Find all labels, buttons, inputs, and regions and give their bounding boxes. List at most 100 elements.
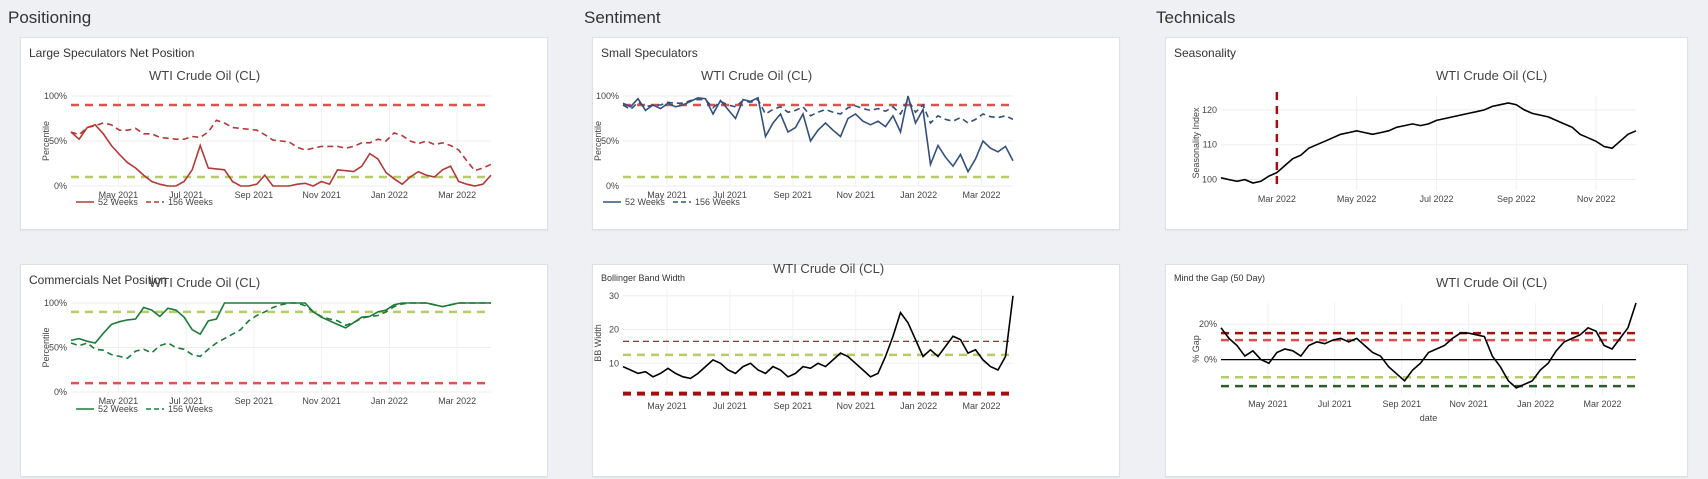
x-tick-label: May 2021 <box>647 401 687 411</box>
y-tick-label: 0% <box>54 181 67 191</box>
y-tick-label: 20 <box>609 325 619 335</box>
series-line <box>70 123 492 187</box>
x-tick-label: Jul 2022 <box>1419 194 1453 204</box>
y-tick-label: 120 <box>1202 105 1217 115</box>
x-tick-label: May 2021 <box>1248 399 1288 409</box>
y-tick-label: 100% <box>44 298 67 308</box>
plot-title: WTI Crude Oil (CL) <box>149 275 260 290</box>
section-title-technicals: Technicals <box>1156 8 1236 27</box>
x-tick-label: Sep 2021 <box>774 190 813 200</box>
y-tick-label: 50% <box>49 343 67 353</box>
plot-title: WTI Crude Oil (CL) <box>149 68 260 83</box>
x-tick-label: Jul 2021 <box>169 396 203 406</box>
legend-label: 52 Weeks <box>98 404 138 414</box>
x-tick-label: Sep 2021 <box>1382 399 1421 409</box>
y-axis-label: Percentile <box>41 121 51 161</box>
legend-label: 156 Weeks <box>695 197 740 207</box>
section-title-sentiment: Sentiment <box>584 8 661 27</box>
series-line <box>622 95 1014 174</box>
card-title: Bollinger Band Width <box>601 273 686 283</box>
card-title: Large Speculators Net Position <box>29 46 195 60</box>
card-mind-the-gap: Mind the Gap (50 Day) WTI Crude Oil (CL)… <box>1165 264 1688 477</box>
y-tick-label: 30 <box>609 291 619 301</box>
x-tick-label: Jan 2022 <box>1517 399 1554 409</box>
plot-title: WTI Crude Oil (CL) <box>1436 275 1547 290</box>
x-tick-label: Jul 2021 <box>713 190 747 200</box>
legend-label: 52 Weeks <box>625 197 665 207</box>
x-tick-label: Jan 2022 <box>371 190 408 200</box>
series-line <box>1220 102 1637 184</box>
x-tick-label: Mar 2022 <box>1258 194 1296 204</box>
y-tick-label: 10 <box>609 358 619 368</box>
chart-bollinger: WTI Crude Oil (CL) 10 20 30 May 2021 Jul 2021… <box>593 261 1014 411</box>
series-line <box>70 119 492 172</box>
x-tick-label: Nov 2021 <box>836 401 875 411</box>
x-tick-label: May 2021 <box>99 396 139 406</box>
x-tick-label: Sep 2021 <box>235 190 274 200</box>
x-tick-label: Jul 2021 <box>169 190 203 200</box>
x-tick-label: Jan 2022 <box>371 396 408 406</box>
chart-mind-the-gap: WTI Crude Oil (CL) 0% 20% May 2021 Jul 2021 S… <box>1191 275 1637 423</box>
chart-seasonality: WTI Crude Oil (CL) 100 110 120 Mar 2022 May 2… <box>1191 68 1637 204</box>
y-axis-label: Percentile <box>593 121 603 161</box>
x-tick-label: May 2021 <box>99 190 139 200</box>
x-tick-label: Mar 2022 <box>438 190 476 200</box>
y-tick-label: 0% <box>1204 355 1217 365</box>
x-tick-label: Jan 2022 <box>900 190 937 200</box>
card-small-speculators: Small Speculators WTI Crude Oil (CL) 0% 50… <box>592 37 1120 230</box>
series-line <box>70 302 491 360</box>
x-tick-label: Nov 2021 <box>1449 399 1488 409</box>
card-seasonality: Seasonality WTI Crude Oil (CL) 100 110 120 M… <box>1165 37 1688 230</box>
y-tick-label: 50% <box>601 136 619 146</box>
chart-large-speculators: WTI Crude Oil (CL) 0% 50% 100% May 2021 Jul 2… <box>41 68 492 207</box>
series-line <box>1220 302 1637 389</box>
card-title: Seasonality <box>1174 46 1237 60</box>
x-tick-label: Mar 2022 <box>963 190 1001 200</box>
y-tick-label: 0% <box>54 387 67 397</box>
plot-title: WTI Crude Oil (CL) <box>1436 68 1547 83</box>
card-title: Small Speculators <box>601 46 698 60</box>
y-tick-label: 50% <box>49 136 67 146</box>
y-tick-label: 0% <box>606 181 619 191</box>
chart-small-speculators: WTI Crude Oil (CL) 0% 50% 100% May 2021 Jul 2… <box>593 68 1014 207</box>
plot-title: WTI Crude Oil (CL) <box>773 261 884 276</box>
x-tick-label: Jul 2021 <box>713 401 747 411</box>
series-line <box>622 295 1014 380</box>
y-tick-label: 110 <box>1203 140 1217 150</box>
series-line <box>622 97 1014 125</box>
y-axis-label: Seasonality Index <box>1191 107 1201 179</box>
y-tick-label: 20% <box>1199 319 1217 329</box>
card-large-speculators: Large Speculators Net Position WTI Crude… <box>20 37 548 230</box>
x-tick-label: Sep 2022 <box>1497 194 1536 204</box>
legend-label: 52 Weeks <box>98 197 138 207</box>
x-tick-label: Sep 2021 <box>235 396 274 406</box>
x-tick-label: Nov 2022 <box>1577 194 1616 204</box>
chart-commercials: WTI Crude Oil (CL) 0% 50% 100% May 2021 Jul 2… <box>41 275 491 414</box>
x-tick-label: May 2021 <box>647 190 687 200</box>
y-axis-label: % Gap <box>1191 335 1201 363</box>
x-tick-label: Nov 2021 <box>836 190 875 200</box>
legend-label: 156 Weeks <box>168 404 213 414</box>
y-axis-label: BB Width <box>593 324 603 362</box>
x-tick-label: Mar 2022 <box>963 401 1001 411</box>
card-title: Mind the Gap (50 Day) <box>1174 273 1266 283</box>
x-axis-label: date <box>1420 413 1438 423</box>
x-tick-label: May 2022 <box>1337 194 1377 204</box>
x-tick-label: Sep 2021 <box>774 401 813 411</box>
x-tick-label: Nov 2021 <box>302 190 341 200</box>
plot-title: WTI Crude Oil (CL) <box>701 68 812 83</box>
card-commercials: Commercials Net Position WTI Crude Oil (… <box>20 264 548 477</box>
legend-label: 156 Weeks <box>168 197 213 207</box>
y-axis-label: Percentile <box>41 327 51 367</box>
series-line <box>70 302 491 344</box>
x-tick-label: Mar 2022 <box>438 396 476 406</box>
y-tick-label: 100% <box>596 91 619 101</box>
x-tick-label: Nov 2021 <box>302 396 341 406</box>
card-bollinger: Bollinger Band Width WTI Crude Oil (CL) 1… <box>592 261 1120 477</box>
card-title: Commercials Net Position <box>29 273 168 287</box>
x-tick-label: Jul 2021 <box>1318 399 1352 409</box>
x-tick-label: Jan 2022 <box>900 401 937 411</box>
x-tick-label: Mar 2022 <box>1584 399 1622 409</box>
y-tick-label: 100 <box>1202 175 1217 185</box>
section-title-positioning: Positioning <box>8 8 92 27</box>
